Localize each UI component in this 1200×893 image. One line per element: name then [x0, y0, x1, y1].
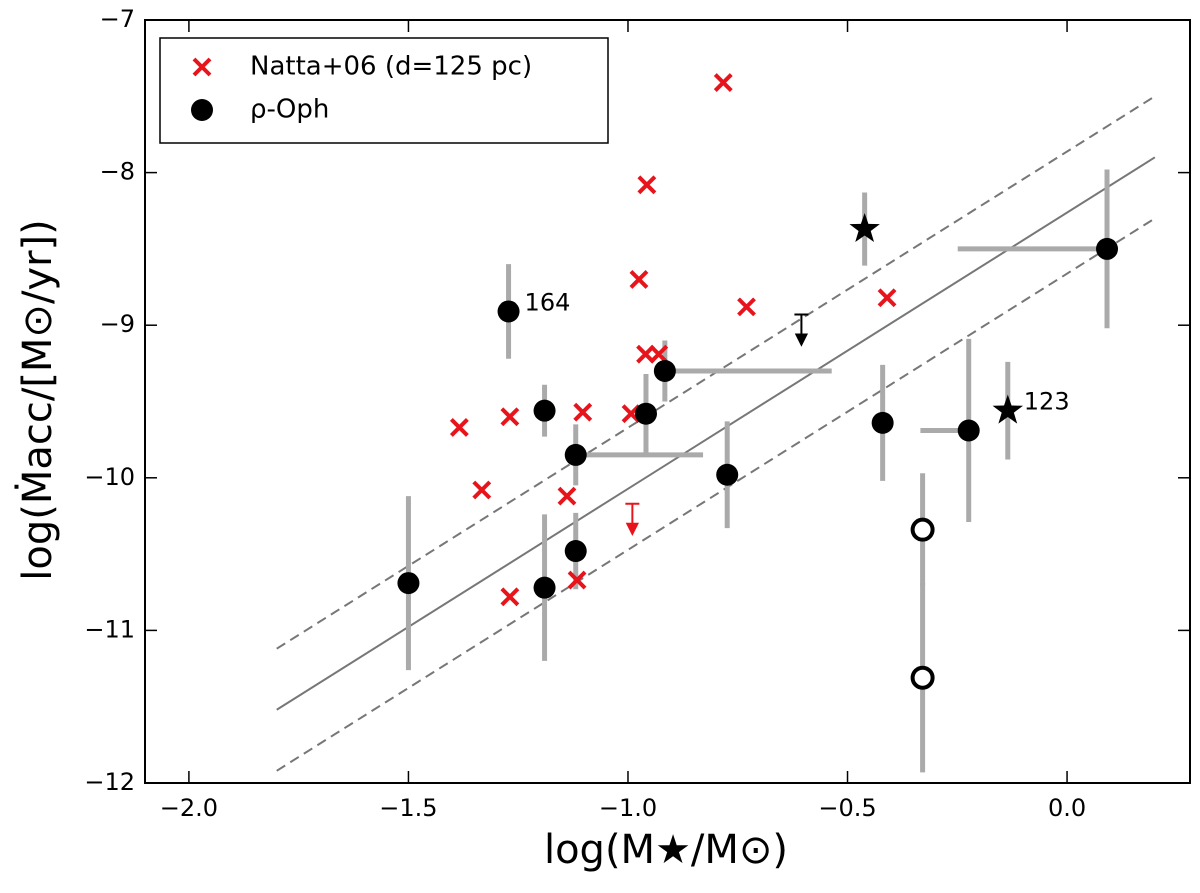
circle-marker	[871, 411, 894, 434]
open-circle-marker	[910, 665, 935, 690]
y-tick-label: −10	[84, 463, 135, 491]
circle-marker	[653, 359, 676, 382]
legend-marker	[192, 57, 212, 77]
x-tick-label: −1.5	[379, 794, 437, 822]
plot-frame	[144, 19, 1191, 784]
circle-marker	[533, 576, 556, 599]
upper-limit	[625, 502, 640, 536]
cross-marker	[500, 407, 520, 427]
legend-marker	[191, 99, 213, 121]
legend-box	[159, 37, 609, 144]
circle-marker	[957, 419, 980, 442]
cross-marker	[573, 402, 593, 422]
circle-marker	[564, 443, 587, 466]
circle-marker	[1096, 237, 1119, 260]
star-marker	[992, 394, 1024, 424]
cross-marker	[472, 480, 492, 500]
cross-marker	[737, 297, 756, 317]
cross-marker	[567, 570, 587, 590]
star-marker	[849, 213, 880, 243]
fit-line	[276, 217, 1156, 772]
cross-marker	[500, 587, 520, 607]
circle-marker	[564, 540, 587, 563]
cross-marker	[877, 288, 897, 308]
circle-marker	[397, 572, 420, 595]
annotation: 164	[525, 288, 571, 316]
upper-limit	[794, 313, 809, 347]
circle-marker	[497, 300, 520, 323]
x-tick-label: −0.5	[818, 794, 876, 822]
circle-marker	[533, 399, 556, 422]
open-circle-marker	[910, 517, 935, 542]
cross-marker	[629, 270, 649, 289]
x-tick-label: −1.0	[599, 794, 657, 822]
y-tick-label: −12	[84, 768, 135, 796]
legend-label: ρ-Oph	[250, 95, 329, 125]
x-tick-label: 0.0	[1048, 794, 1086, 822]
cross-marker	[637, 175, 657, 195]
y-tick-label: −7	[100, 5, 135, 33]
y-tick-label: −11	[84, 615, 135, 643]
circle-marker	[634, 402, 657, 425]
annotation: 123	[1024, 388, 1070, 416]
x-axis-label: log(M★/M⊙)	[544, 827, 788, 873]
cross-marker	[449, 418, 469, 437]
cross-marker	[713, 73, 733, 92]
cross-marker	[557, 486, 577, 506]
circle-marker	[716, 463, 739, 486]
x-tick-label: −2.0	[160, 794, 218, 822]
y-axis-label: log(Ṁacc/[M⊙/yr])	[13, 219, 61, 581]
y-tick-label: −9	[100, 310, 135, 338]
cross-marker	[649, 344, 669, 364]
y-tick-label: −8	[100, 158, 135, 186]
legend-label: Natta+06 (d=125 pc)	[250, 52, 532, 82]
